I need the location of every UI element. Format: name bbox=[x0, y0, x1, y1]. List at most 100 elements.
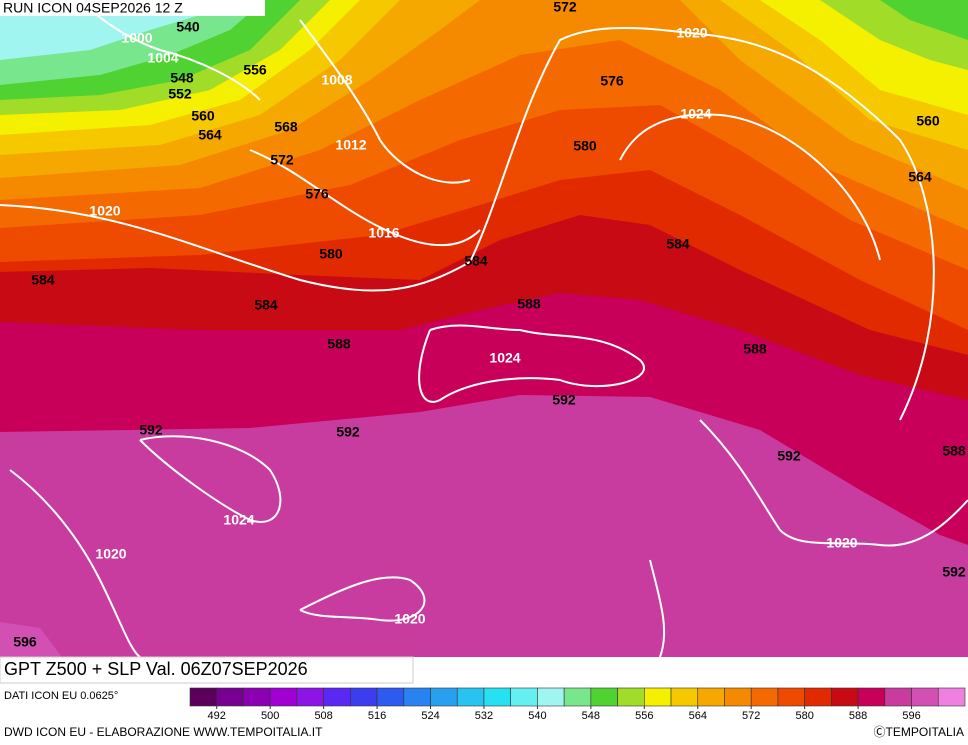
gpt-label: 556 bbox=[243, 62, 267, 78]
slp-label: 1008 bbox=[321, 72, 352, 88]
colorbar-swatch bbox=[483, 687, 511, 707]
gpt-label: 592 bbox=[336, 424, 360, 440]
slp-label: 1020 bbox=[394, 611, 425, 627]
gpt-label: 580 bbox=[573, 138, 597, 154]
colorbar-swatch bbox=[831, 687, 859, 707]
colorbar-swatch bbox=[777, 687, 805, 707]
colorbar-tick-label: 564 bbox=[689, 710, 707, 722]
colorbar-tick-label: 516 bbox=[368, 710, 386, 722]
isobar bbox=[619, 113, 881, 261]
colorbar-tick-label: 508 bbox=[314, 710, 332, 722]
slp-label: 1004 bbox=[147, 50, 178, 66]
gpt-label: 560 bbox=[191, 108, 215, 124]
colorbar-tick-label: 588 bbox=[849, 710, 867, 722]
slp-label: 1020 bbox=[89, 203, 120, 219]
height-band bbox=[0, 395, 968, 657]
isobar bbox=[9, 469, 141, 658]
colorbar-tick-label: 580 bbox=[795, 710, 813, 722]
gpt-label: 568 bbox=[274, 119, 298, 135]
colorbar-swatch bbox=[537, 687, 565, 707]
colorbar-swatch bbox=[911, 687, 939, 707]
isobar bbox=[249, 149, 481, 247]
gpt-label: 548 bbox=[170, 70, 194, 86]
header-box bbox=[0, 0, 265, 16]
gpt-label: 576 bbox=[600, 73, 624, 89]
colorbar-swatch bbox=[670, 687, 699, 707]
colorbar-swatch bbox=[350, 687, 378, 707]
slp-label: 1000 bbox=[121, 30, 152, 46]
colorbar-swatch bbox=[243, 687, 271, 707]
colorbar-swatch bbox=[697, 687, 725, 707]
colorbar-tick-label: 492 bbox=[208, 710, 226, 722]
colorbar-swatch bbox=[510, 687, 538, 707]
gpt-label: 560 bbox=[916, 113, 940, 129]
gpt-label: 584 bbox=[464, 253, 488, 269]
colorbar-swatch bbox=[724, 687, 752, 707]
colorbar-tick-label: 524 bbox=[421, 710, 439, 722]
colorbar-swatch bbox=[216, 687, 244, 707]
gpt-label: 564 bbox=[198, 127, 222, 143]
slp-label: 1012 bbox=[335, 137, 366, 153]
colorbar-swatch bbox=[804, 687, 832, 707]
colorbar-tick-label: 532 bbox=[475, 710, 493, 722]
gpt-label: 592 bbox=[942, 564, 966, 580]
gpt-label: 592 bbox=[777, 448, 801, 464]
colorbar: 492 500 508 516 524 532 540 548 556 564 572 580 588 5… bbox=[189, 687, 966, 722]
isobar bbox=[299, 576, 426, 622]
gpt-label: 572 bbox=[553, 0, 577, 15]
isobar bbox=[0, 26, 935, 421]
gpt-label: 596 bbox=[13, 634, 37, 650]
gpt-label: 588 bbox=[942, 443, 966, 459]
colorbar-swatch bbox=[884, 687, 912, 707]
isobar bbox=[418, 324, 645, 403]
gpt-label: 540 bbox=[176, 19, 200, 35]
colorbar-swatch bbox=[323, 687, 351, 707]
isobar bbox=[79, 0, 261, 101]
isobar bbox=[299, 19, 471, 184]
gpt-label: 588 bbox=[327, 336, 351, 352]
slp-label: 1020 bbox=[676, 25, 707, 41]
gpt-label: 552 bbox=[168, 86, 192, 102]
gpt-label: 580 bbox=[319, 246, 343, 262]
slp-label: 1020 bbox=[826, 535, 857, 551]
colorbar-swatch bbox=[456, 687, 485, 707]
colorbar-swatch bbox=[403, 687, 431, 707]
map-title: GPT Z500 + SLP Val. 06Z07SEP2026 bbox=[4, 659, 308, 679]
colorbar-swatch bbox=[189, 687, 218, 707]
title-box bbox=[0, 656, 414, 684]
credit: DWD ICON EU - ELABORAZIONE WWW.TEMPOITAL… bbox=[4, 725, 323, 739]
colorbar-tick-label: 556 bbox=[635, 710, 653, 722]
colorbar-tick-label: 596 bbox=[902, 710, 920, 722]
colorbar-swatch bbox=[590, 687, 618, 707]
gpt-label: 564 bbox=[908, 169, 932, 185]
colorbar-swatch bbox=[937, 687, 966, 707]
slp-label: 1024 bbox=[223, 512, 254, 528]
gpt-label: 576 bbox=[305, 186, 329, 202]
gpt-label: 592 bbox=[139, 422, 163, 438]
gpt-label: 584 bbox=[31, 272, 55, 288]
gpt-label: 592 bbox=[552, 392, 576, 408]
slp-label: 1016 bbox=[368, 225, 399, 241]
colorbar-tick-label: 572 bbox=[742, 710, 760, 722]
colorbar-tick-label: 500 bbox=[261, 710, 279, 722]
colorbar-swatch bbox=[750, 687, 779, 707]
colorbar-swatch bbox=[296, 687, 324, 707]
slp-label: 1020 bbox=[95, 546, 126, 562]
isobar bbox=[699, 419, 968, 547]
slp-label: 1024 bbox=[680, 106, 711, 122]
colorbar-swatch bbox=[269, 687, 298, 707]
data-source: DATI ICON EU 0.0625° bbox=[4, 690, 118, 702]
gpt-label: 572 bbox=[270, 152, 294, 168]
colorbar-swatch bbox=[563, 687, 592, 707]
gpt-label: 588 bbox=[743, 341, 767, 357]
copyright: ⒸTEMPOITALIA bbox=[874, 725, 964, 739]
colorbar-swatch bbox=[617, 687, 645, 707]
gpt-label: 584 bbox=[666, 236, 690, 252]
gpt-label: 588 bbox=[517, 296, 541, 312]
colorbar-tick-label: 548 bbox=[582, 710, 600, 722]
colorbar-swatch bbox=[376, 687, 405, 707]
colorbar-swatch bbox=[644, 687, 672, 707]
isobar bbox=[649, 559, 666, 658]
